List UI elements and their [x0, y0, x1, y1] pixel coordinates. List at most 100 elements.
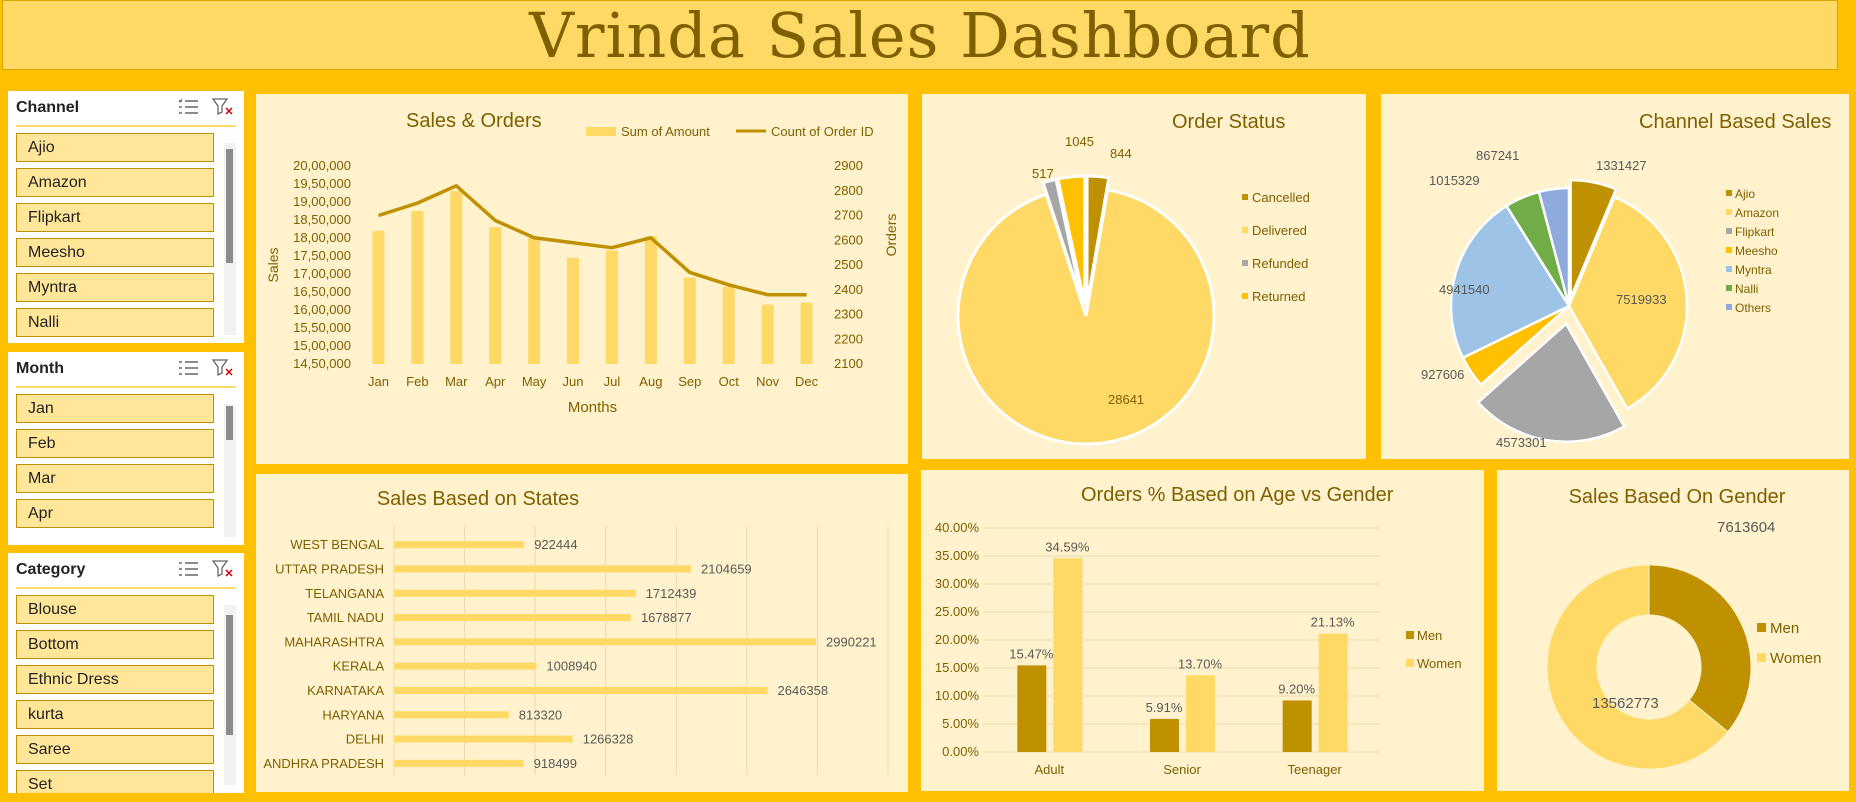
channel-sales-chart: Channel Based Sales 1331427 7519933 4573301…: [1421, 111, 1831, 450]
bar: [394, 711, 509, 719]
slicer-item-kurta[interactable]: kurta: [16, 700, 214, 729]
x-tick-label: May: [522, 374, 547, 389]
y-tick-label: 30.00%: [935, 576, 980, 591]
y-tick-label: WEST BENGAL: [290, 537, 384, 552]
y-tick-label: UTTAR PRADESH: [275, 561, 384, 576]
scrollbar[interactable]: [224, 143, 236, 335]
slicer-item-mar[interactable]: Mar: [16, 464, 214, 493]
y-tick-label: 15,00,000: [293, 338, 351, 353]
dashboard-title-bar: Vrinda Sales Dashboard: [2, 0, 1838, 72]
pie-slice: [1041, 177, 1085, 305]
bar: [394, 686, 768, 694]
data-label: 844: [1110, 146, 1132, 161]
data-label: 1678877: [641, 610, 692, 625]
y-tick-label: 17,00,000: [293, 266, 351, 281]
slicer-item-ethnic-dress[interactable]: Ethnic Dress: [16, 665, 214, 694]
channel-slicer: Channel Ajio Amazon Flipkart Meesho Myntra Na…: [8, 91, 244, 343]
slicer-item-ajio[interactable]: Ajio: [16, 133, 214, 162]
legend-swatch: [1242, 260, 1248, 266]
slicer-item-meesho[interactable]: Meesho: [16, 238, 214, 267]
legend-label: Ajio: [1735, 187, 1755, 201]
chart-title: Orders % Based on Age vs Gender: [1081, 484, 1394, 506]
y2-tick-label: 2500: [834, 257, 863, 272]
slicer-item-blouse[interactable]: Blouse: [16, 595, 214, 624]
legend-label: Men: [1770, 620, 1799, 637]
slicer-item-apr[interactable]: Apr: [16, 499, 214, 528]
line-series: [377, 184, 807, 297]
data-label: 9.20%: [1278, 681, 1315, 696]
sales-orders-panel: Sales & Orders Sum of Amount Count of Orde…: [256, 94, 908, 464]
slicer-item-bottom[interactable]: Bottom: [16, 630, 214, 659]
scrollbar-thumb[interactable]: [226, 615, 233, 735]
slicer-item-flipkart[interactable]: Flipkart: [16, 203, 214, 232]
scrollbar-thumb[interactable]: [226, 149, 233, 263]
legend-swatch: [1726, 209, 1732, 215]
gender-sales-chart: Sales Based On Gender 7613604 13562773 Men W…: [1546, 486, 1821, 770]
x-tick-label: Sep: [678, 374, 701, 389]
y-tick-label: 15,50,000: [293, 320, 351, 335]
y2-tick-label: 2700: [834, 208, 863, 223]
pie-slice: [1476, 321, 1626, 444]
y-tick-label: 5.00%: [942, 716, 979, 731]
legend-label: Returned: [1252, 289, 1305, 304]
bar: [394, 759, 524, 767]
legend-swatch: [1757, 653, 1766, 662]
bar: [450, 191, 463, 364]
y-tick-label: 14,50,000: [293, 356, 351, 371]
month-slicer: Month Jan Feb Mar Apr: [8, 352, 244, 545]
bar: [605, 250, 618, 364]
age-gender-panel: Orders % Based on Age vs Gender 40.00% 35.…: [921, 470, 1484, 791]
legend-swatch: [1242, 293, 1248, 299]
y-tick-label: 35.00%: [935, 548, 980, 563]
clear-filter-icon[interactable]: [212, 358, 234, 378]
legend-swatch: [1726, 190, 1732, 196]
slicer-item-amazon[interactable]: Amazon: [16, 168, 214, 197]
slicer-title: Category: [16, 561, 86, 578]
slicer-item-jan[interactable]: Jan: [16, 394, 214, 423]
y-tick-label: MAHARASHTRA: [284, 634, 384, 649]
bar: [394, 735, 573, 743]
bar: [800, 302, 813, 364]
slicer-item-feb[interactable]: Feb: [16, 429, 214, 458]
pie-slice: [1449, 204, 1571, 360]
slicer-item-nalli[interactable]: Nalli: [16, 308, 214, 337]
data-label: 28641: [1108, 392, 1144, 407]
chart-title: Sales & Orders: [406, 110, 542, 132]
slicer-item-saree[interactable]: Saree: [16, 735, 214, 764]
clear-filter-icon[interactable]: [212, 559, 234, 579]
bar: [1053, 558, 1083, 752]
slicer-item-set[interactable]: Set: [16, 770, 214, 793]
legend-label: Flipkart: [1735, 225, 1775, 239]
multi-select-icon[interactable]: [178, 97, 200, 117]
data-label: 927606: [1421, 367, 1464, 382]
legend-label: Refunded: [1252, 256, 1308, 271]
scrollbar[interactable]: [224, 605, 236, 785]
multi-select-icon[interactable]: [178, 358, 200, 378]
y-tick-label: 20,00,000: [293, 158, 351, 173]
month-slicer-items: Jan Feb Mar Apr: [16, 394, 214, 545]
x-tick-label: Aug: [639, 374, 662, 389]
pie-slice: [1569, 178, 1618, 299]
legend-label: Count of Order ID: [771, 124, 874, 139]
slicer-item-myntra[interactable]: Myntra: [16, 273, 214, 302]
y-tick-label: 18,00,000: [293, 230, 351, 245]
data-label: 2990221: [826, 634, 877, 649]
x-tick-label: Jan: [368, 374, 389, 389]
scrollbar-thumb[interactable]: [226, 406, 233, 440]
y2-axis-label: Orders: [883, 214, 899, 257]
y2-tick-label: 2800: [834, 183, 863, 198]
order-status-panel: Order Status 844 28641 517 1045 Cancelled Deli…: [922, 94, 1366, 459]
bar: [411, 211, 424, 364]
data-label: 7519933: [1616, 292, 1667, 307]
bar: [761, 304, 774, 364]
y-tick-label: KARNATAKA: [307, 683, 384, 698]
y2-tick-label: 2400: [834, 282, 863, 297]
clear-filter-icon[interactable]: [212, 97, 234, 117]
scrollbar[interactable]: [224, 404, 236, 537]
legend-label: Women: [1417, 656, 1462, 671]
multi-select-icon[interactable]: [178, 559, 200, 579]
data-label: 1712439: [646, 586, 697, 601]
y-tick-label: 0.00%: [942, 744, 979, 759]
data-label: 4573301: [1496, 435, 1547, 450]
y2-tick-label: 2900: [834, 158, 863, 173]
